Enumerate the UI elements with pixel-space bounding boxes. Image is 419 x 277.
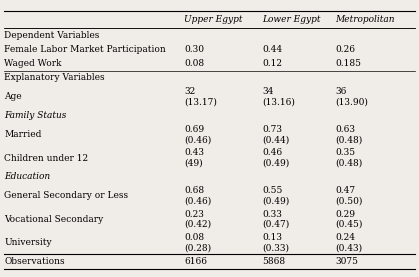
Text: Family Status: Family Status — [4, 111, 67, 120]
Text: (0.49): (0.49) — [262, 196, 289, 206]
Text: General Secondary or Less: General Secondary or Less — [4, 191, 128, 200]
Text: 0.23: 0.23 — [184, 210, 204, 219]
Text: 0.46: 0.46 — [262, 148, 282, 157]
Text: 0.26: 0.26 — [335, 45, 355, 54]
Text: (0.50): (0.50) — [335, 196, 362, 206]
Text: Upper Egypt: Upper Egypt — [184, 15, 243, 24]
Text: 5868: 5868 — [262, 257, 285, 266]
Text: (0.44): (0.44) — [262, 135, 289, 144]
Text: 3075: 3075 — [335, 257, 358, 266]
Text: 0.24: 0.24 — [335, 233, 355, 242]
Text: (0.33): (0.33) — [262, 243, 289, 252]
Text: Education: Education — [4, 172, 50, 181]
Text: 0.185: 0.185 — [335, 59, 361, 68]
Text: Explanatory Variables: Explanatory Variables — [4, 73, 105, 83]
Text: 0.30: 0.30 — [184, 45, 204, 54]
Text: 0.43: 0.43 — [184, 148, 204, 157]
Text: (0.48): (0.48) — [335, 135, 362, 144]
Text: Dependent Variables: Dependent Variables — [4, 31, 100, 40]
Text: 0.08: 0.08 — [184, 233, 204, 242]
Text: (49): (49) — [184, 159, 203, 168]
Text: 0.44: 0.44 — [262, 45, 282, 54]
Text: Age: Age — [4, 92, 22, 101]
Text: Married: Married — [4, 130, 41, 139]
Text: Metropolitan: Metropolitan — [335, 15, 395, 24]
Text: 0.69: 0.69 — [184, 125, 204, 134]
Text: (0.47): (0.47) — [262, 220, 289, 229]
Text: 0.55: 0.55 — [262, 186, 282, 195]
Text: (0.45): (0.45) — [335, 220, 362, 229]
Text: 0.68: 0.68 — [184, 186, 204, 195]
Text: Children under 12: Children under 12 — [4, 153, 88, 163]
Text: Female Labor Market Participation: Female Labor Market Participation — [4, 45, 166, 54]
Text: 0.35: 0.35 — [335, 148, 355, 157]
Text: (0.42): (0.42) — [184, 220, 212, 229]
Text: 34: 34 — [262, 87, 273, 96]
Text: 0.47: 0.47 — [335, 186, 355, 195]
Text: (0.43): (0.43) — [335, 243, 362, 252]
Text: (0.28): (0.28) — [184, 243, 212, 252]
Text: 0.73: 0.73 — [262, 125, 282, 134]
Text: (13.16): (13.16) — [262, 98, 295, 106]
Text: 36: 36 — [335, 87, 347, 96]
Text: 32: 32 — [184, 87, 196, 96]
Text: (0.48): (0.48) — [335, 159, 362, 168]
Text: (0.46): (0.46) — [184, 135, 212, 144]
Text: Vocational Secondary: Vocational Secondary — [4, 215, 103, 224]
Text: University: University — [4, 238, 52, 247]
Text: 0.33: 0.33 — [262, 210, 282, 219]
Text: Waged Work: Waged Work — [4, 59, 62, 68]
Text: (13.17): (13.17) — [184, 98, 217, 106]
Text: 0.29: 0.29 — [335, 210, 355, 219]
Text: 0.12: 0.12 — [262, 59, 282, 68]
Text: 6166: 6166 — [184, 257, 207, 266]
Text: 0.13: 0.13 — [262, 233, 282, 242]
Text: (0.46): (0.46) — [184, 196, 212, 206]
Text: Lower Egypt: Lower Egypt — [262, 15, 321, 24]
Text: (0.49): (0.49) — [262, 159, 289, 168]
Text: (13.90): (13.90) — [335, 98, 368, 106]
Text: Observations: Observations — [4, 257, 65, 266]
Text: 0.08: 0.08 — [184, 59, 204, 68]
Text: 0.63: 0.63 — [335, 125, 355, 134]
